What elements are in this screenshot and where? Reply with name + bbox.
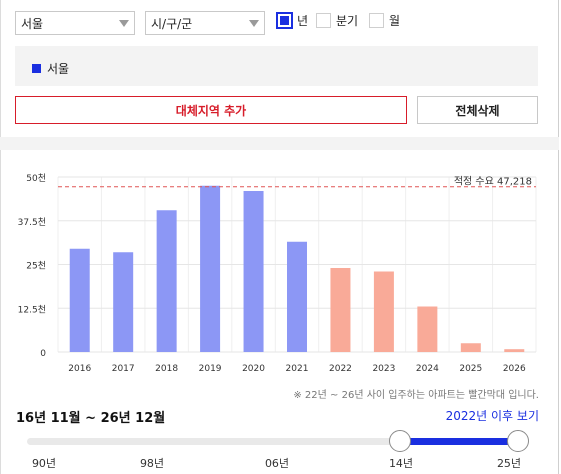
- city-select-value: 서울: [21, 16, 44, 31]
- x-tick-label: 2022: [329, 364, 352, 374]
- view-after-2022-link[interactable]: 2022년 이후 보기: [445, 409, 539, 423]
- district-select-value: 시/구/군: [151, 16, 193, 31]
- slider-tick-label: 25년: [496, 457, 522, 470]
- supply-bar-chart: 0 12.5천 25천 37.5천 50천 2016 2017 2018 2019 2020 202…: [18, 173, 537, 374]
- period-year-label: 년: [297, 14, 309, 28]
- x-tick-label: 2019: [199, 364, 222, 374]
- series-color-swatch: [32, 64, 41, 73]
- bar-2025: [460, 343, 481, 352]
- slider-tick-label: 90년: [31, 457, 57, 470]
- date-range-label: 16년 11월 ~ 26년 12월: [16, 411, 166, 426]
- slider-tick-label: 98년: [139, 457, 165, 470]
- range-slider-selected: [400, 438, 518, 445]
- selected-regions-box: 서울: [15, 46, 538, 86]
- y-tick-label: 25천: [26, 261, 46, 272]
- period-year-checkbox[interactable]: [276, 12, 293, 29]
- region-tag[interactable]: 서울: [32, 60, 69, 77]
- period-quarter-option[interactable]: 분기: [316, 12, 358, 29]
- slider-tick-label: 14년: [388, 457, 414, 470]
- y-tick-label: 50천: [26, 173, 46, 184]
- chevron-down-icon: [249, 20, 259, 27]
- bar-2023: [373, 271, 394, 352]
- x-tick-label: 2016: [68, 364, 91, 374]
- y-tick-label: 37.5천: [18, 217, 46, 228]
- x-tick-label: 2017: [112, 364, 135, 374]
- range-start-handle[interactable]: [389, 430, 411, 452]
- bar-2022: [330, 268, 351, 352]
- add-alternative-region-button[interactable]: 대체지역 추가: [15, 96, 407, 124]
- bar-2017: [113, 252, 134, 352]
- period-quarter-checkbox[interactable]: [316, 13, 331, 28]
- clear-all-label: 전체삭제: [455, 103, 500, 118]
- clear-all-button[interactable]: 전체삭제: [417, 96, 538, 124]
- range-end-handle[interactable]: [507, 430, 529, 452]
- range-slider-track[interactable]: [27, 438, 519, 445]
- x-tick-label: 2020: [242, 364, 265, 374]
- region-tag-label: 서울: [47, 62, 70, 76]
- chart-note: ※ 22년 ~ 26년 사이 입주하는 아파트는 빨간막대 입니다.: [293, 390, 539, 401]
- x-tick-label: 2024: [416, 364, 439, 374]
- period-year-option[interactable]: 년: [276, 12, 309, 29]
- period-month-label: 월: [389, 14, 401, 28]
- reference-line-label: 적정 수요 47,218: [454, 176, 532, 188]
- bar-2020: [243, 191, 264, 352]
- period-quarter-label: 분기: [336, 14, 359, 28]
- period-month-option[interactable]: 월: [369, 12, 400, 29]
- bar-2026: [504, 349, 525, 352]
- bar-2016: [69, 248, 90, 352]
- bar-2024: [417, 306, 438, 352]
- x-tick-label: 2023: [372, 364, 395, 374]
- y-tick-label: 12.5천: [18, 304, 46, 315]
- slider-tick-label: 06년: [264, 457, 290, 470]
- x-tick-label: 2026: [503, 364, 526, 374]
- city-select[interactable]: 서울: [15, 11, 135, 35]
- district-select[interactable]: 시/구/군: [145, 11, 265, 35]
- y-tick-label: 0: [40, 349, 46, 359]
- x-tick-label: 2021: [286, 364, 309, 374]
- bar-2021: [287, 241, 307, 352]
- x-tick-label: 2018: [155, 364, 178, 374]
- chevron-down-icon: [119, 20, 129, 27]
- bar-2018: [156, 210, 177, 352]
- x-tick-label: 2025: [459, 364, 482, 374]
- period-month-checkbox[interactable]: [369, 13, 384, 28]
- bar-2019: [200, 185, 221, 352]
- section-divider: [0, 137, 559, 150]
- add-alternative-region-label: 대체지역 추가: [175, 103, 247, 118]
